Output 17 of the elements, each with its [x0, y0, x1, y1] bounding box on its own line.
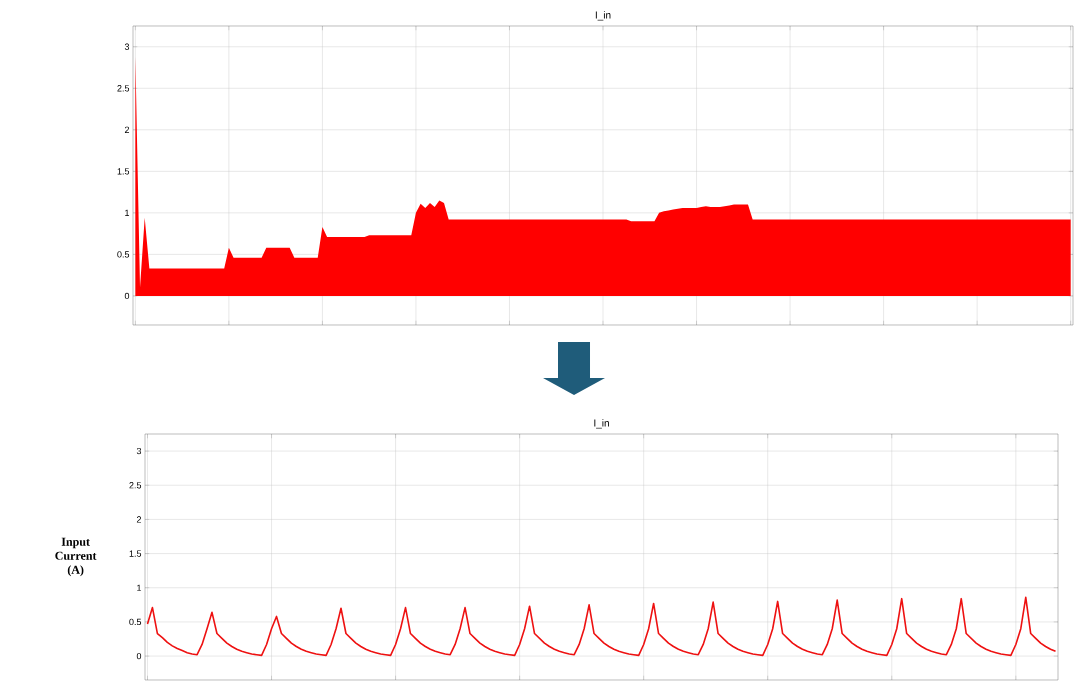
- y-axis-title: Input Current (A): [55, 537, 97, 577]
- y-tick-label: 0.5: [117, 251, 130, 258]
- y-tick-label: 3: [124, 43, 130, 51]
- y-tick-label: 3: [136, 447, 142, 455]
- y-tick-label: 2.5: [129, 482, 142, 489]
- chart-title: I_in: [594, 419, 609, 429]
- y-tick-label: 0: [136, 652, 142, 660]
- y-tick-label: 1: [125, 209, 130, 217]
- y-tick-label: 2.5: [117, 85, 130, 92]
- y-tick-label: 1: [137, 584, 142, 591]
- y-tick-label: 0.5: [129, 618, 142, 626]
- y-tick-label: 1.5: [129, 550, 142, 557]
- y-tick-label: 0: [124, 292, 130, 300]
- y-tick-label: 1.5: [117, 168, 130, 175]
- chart-title: I_in: [595, 11, 611, 21]
- y-tick-label: 2: [124, 126, 130, 134]
- y-tick-label: 2: [136, 516, 142, 523]
